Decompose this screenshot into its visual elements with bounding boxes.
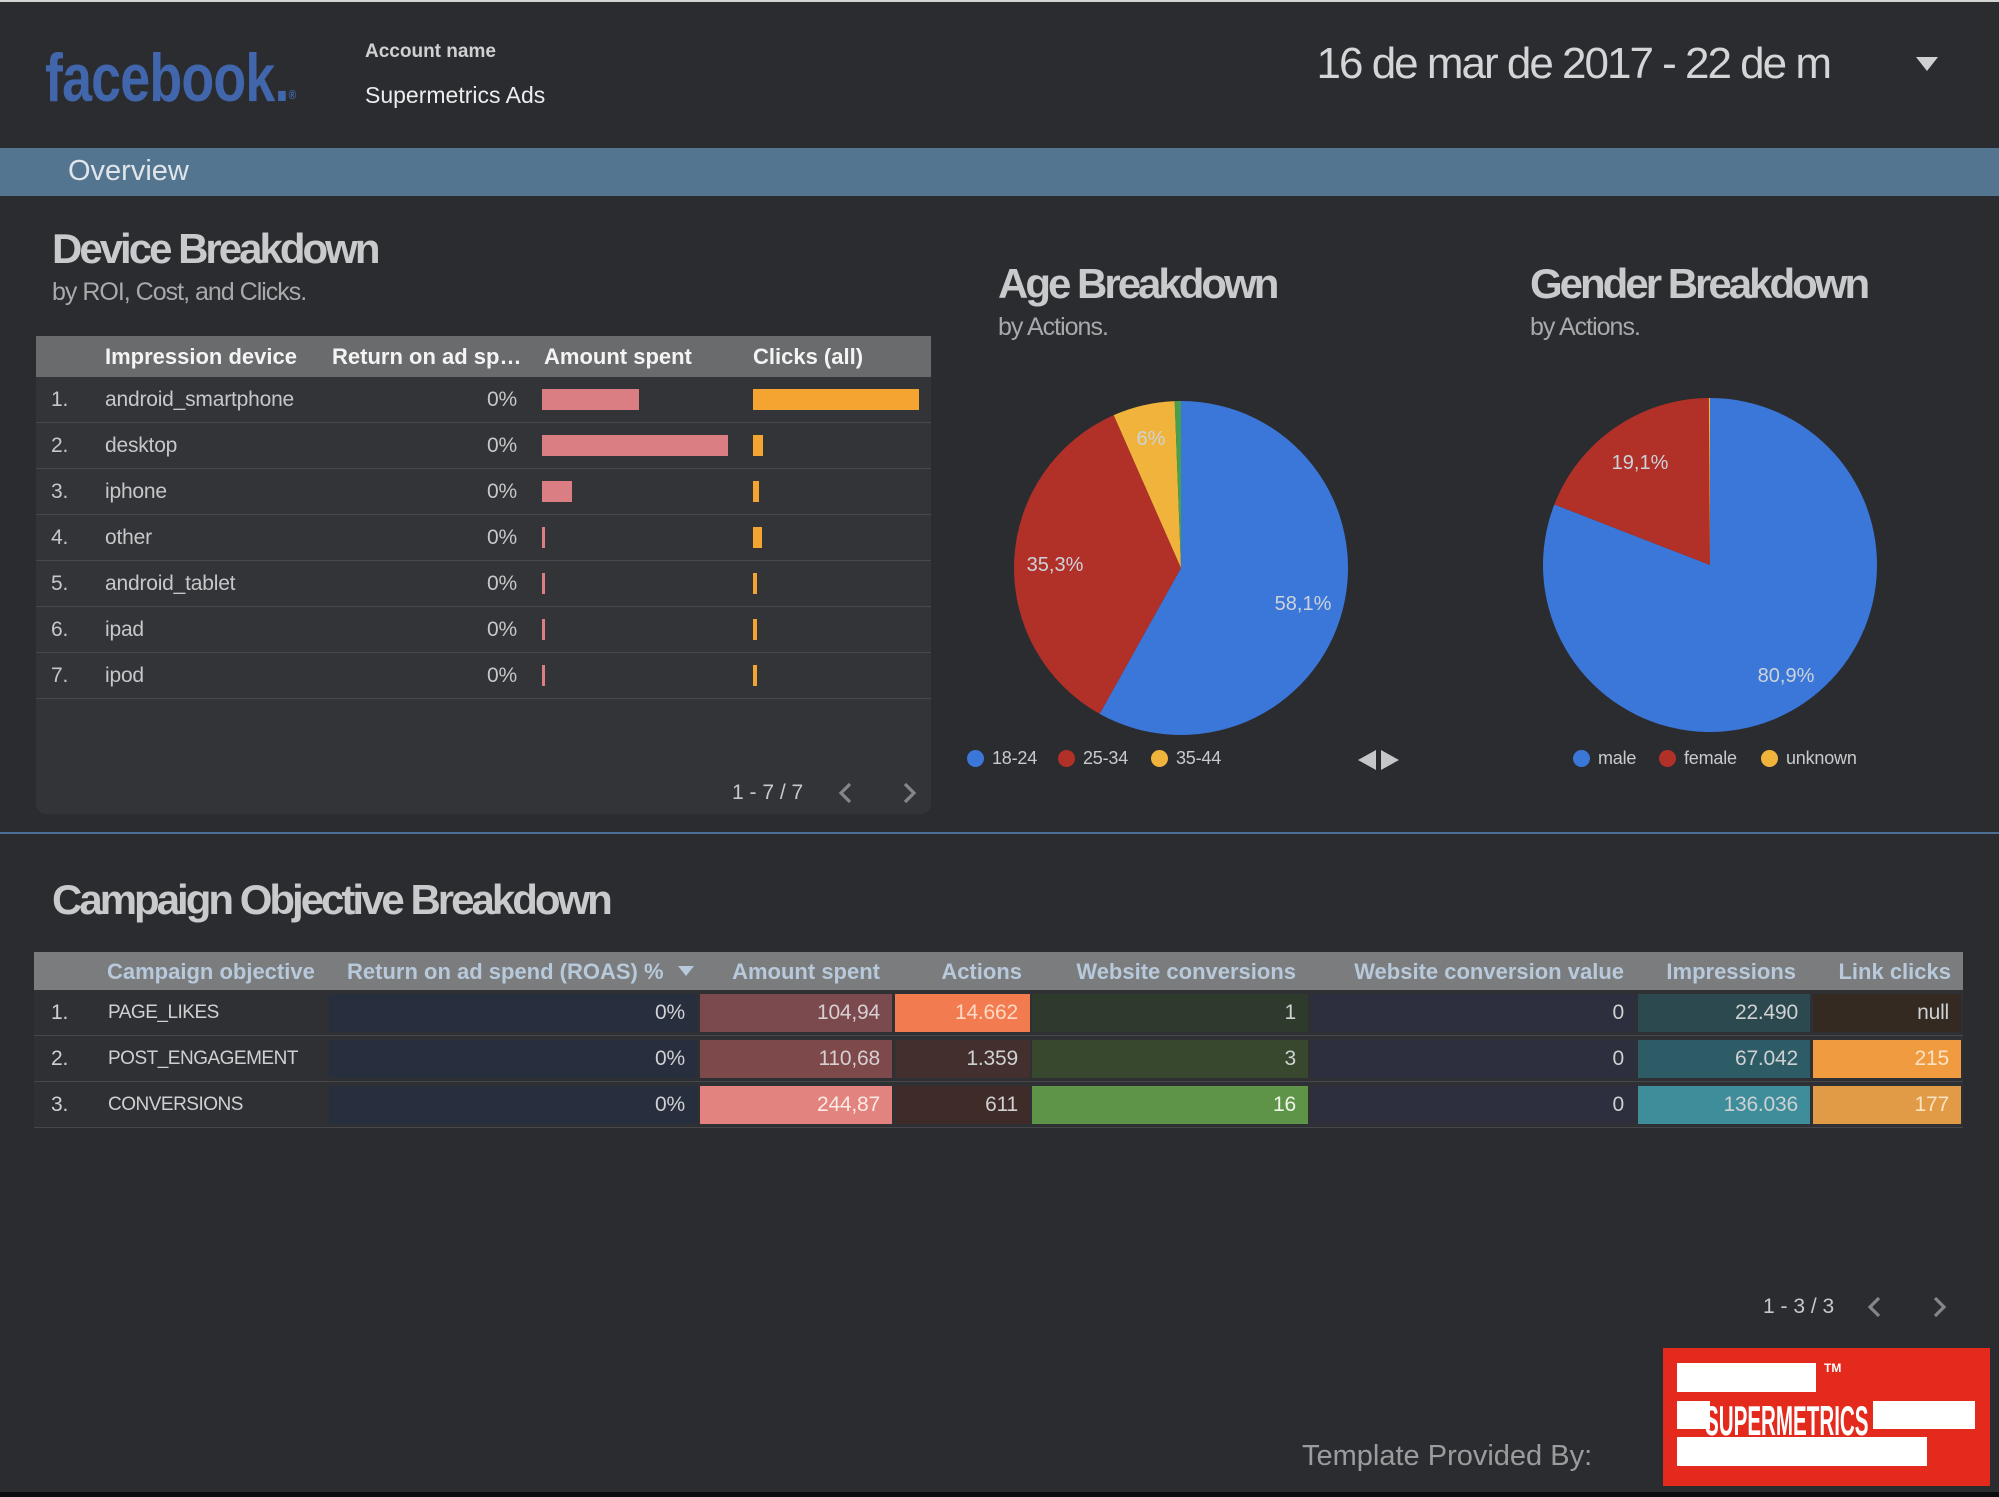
svg-text:19,1%: 19,1% (1612, 452, 1669, 474)
svg-text:35,3%: 35,3% (1027, 554, 1084, 576)
svg-text:6%: 6% (1137, 428, 1166, 450)
svg-text:80,9%: 80,9% (1758, 665, 1815, 687)
svg-text:58,1%: 58,1% (1275, 593, 1332, 615)
